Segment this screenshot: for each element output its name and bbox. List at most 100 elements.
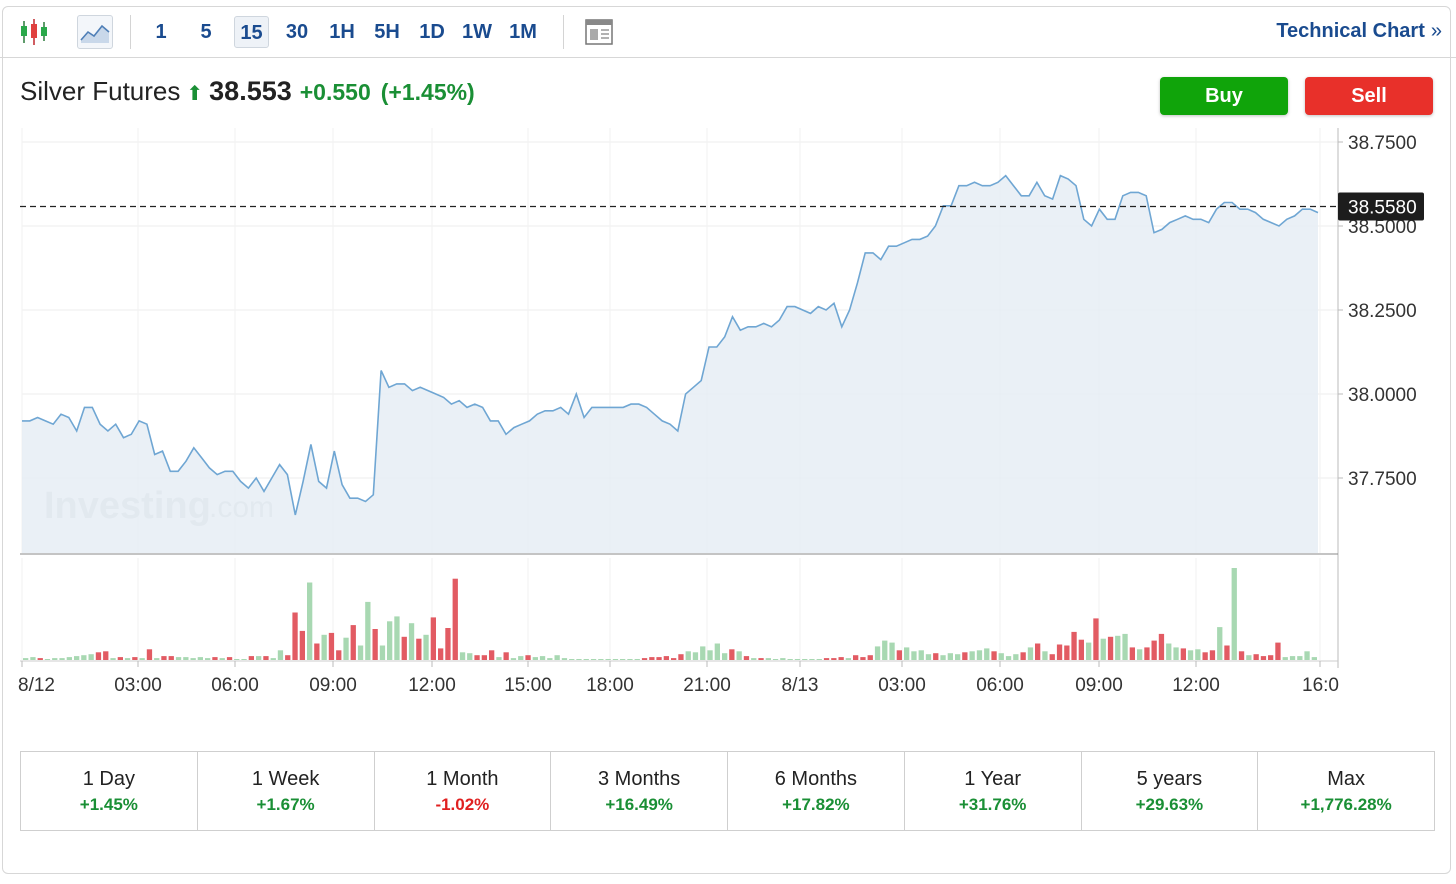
period-change: +1.45% bbox=[79, 795, 138, 814]
volume-bar bbox=[336, 650, 342, 660]
volume-bar bbox=[394, 616, 400, 660]
volume-bar bbox=[1071, 631, 1077, 660]
volume-bar bbox=[1093, 618, 1099, 660]
double-chevron-right-icon: » bbox=[1430, 20, 1442, 42]
y-axis: 38.7500 38.5000 38.2500 38.0000 37.7500 bbox=[1338, 133, 1417, 490]
timeframe-1w[interactable]: 1W bbox=[462, 21, 492, 43]
volume-bar bbox=[154, 658, 160, 660]
volume-bar bbox=[234, 659, 240, 660]
volume-bar bbox=[1056, 644, 1063, 660]
volume-bar bbox=[103, 651, 109, 660]
price-chart[interactable]: Investing .com 38.750038.500038.250038.0… bbox=[0, 128, 1456, 708]
volume-bar bbox=[161, 656, 167, 660]
timeframe-1[interactable]: 1 bbox=[155, 21, 167, 43]
x-tick-label: 06:00 bbox=[976, 675, 1024, 696]
volume-bar bbox=[671, 658, 677, 660]
y-tick-label: 37.7500 bbox=[1348, 469, 1417, 490]
volume-bar bbox=[838, 657, 844, 660]
timeframe-30[interactable]: 30 bbox=[285, 21, 309, 43]
instrument-price: 38.553 bbox=[209, 76, 292, 106]
timeframe-5h[interactable]: 5H bbox=[374, 21, 400, 43]
volume-bar bbox=[940, 655, 946, 660]
volume-bar bbox=[343, 637, 349, 660]
volume-bar bbox=[59, 658, 65, 660]
timeframe-1d[interactable]: 1D bbox=[419, 21, 445, 43]
volume-bar bbox=[641, 658, 648, 660]
volume-bar bbox=[1289, 656, 1296, 660]
period-cell[interactable]: 6 Months +17.82% bbox=[728, 752, 905, 830]
volume-bar bbox=[867, 655, 873, 660]
volume-bar bbox=[700, 646, 706, 660]
instrument-header: Silver Futures ⬆ 38.553 +0.550 (+1.45%) bbox=[20, 74, 475, 111]
volume-bar bbox=[874, 646, 881, 660]
up-arrow-icon: ⬆ bbox=[186, 83, 204, 105]
timeframe-1h[interactable]: 1H bbox=[329, 21, 355, 43]
period-cell[interactable]: 3 Months +16.49% bbox=[551, 752, 728, 830]
volume-bar bbox=[321, 634, 327, 660]
period-change: +1,776.28% bbox=[1300, 795, 1392, 814]
price-line bbox=[22, 174, 1319, 516]
volume-bar bbox=[401, 636, 407, 660]
instrument-name: Silver Futures bbox=[20, 76, 181, 106]
volume-bar bbox=[307, 582, 313, 660]
period-cell[interactable]: 1 Week +1.67% bbox=[198, 752, 375, 830]
volume-bar bbox=[241, 659, 247, 660]
volume-bar bbox=[889, 642, 895, 660]
volume-bar bbox=[780, 658, 786, 660]
volume-bar bbox=[1187, 650, 1194, 660]
volume-bar bbox=[1129, 647, 1135, 660]
x-tick-label: 06:00 bbox=[211, 675, 259, 696]
candlestick-icon[interactable] bbox=[18, 15, 50, 49]
timeframe-5[interactable]: 5 bbox=[200, 21, 212, 43]
period-cell[interactable]: 1 Year +31.76% bbox=[905, 752, 1082, 830]
volume-bar bbox=[1035, 643, 1041, 660]
volume-bar bbox=[124, 658, 131, 660]
sell-button[interactable]: Sell bbox=[1305, 77, 1433, 115]
technical-chart-link[interactable]: Technical Chart» bbox=[1276, 20, 1442, 43]
volume-bar bbox=[976, 650, 983, 660]
period-cell[interactable]: 1 Day +1.45% bbox=[21, 752, 198, 830]
volume-bar bbox=[357, 645, 364, 660]
volume-bar bbox=[1144, 647, 1150, 660]
timeframe-1m[interactable]: 1M bbox=[509, 21, 537, 43]
volume-bar bbox=[583, 659, 589, 660]
x-axis: 8/12 03:00 06:00 09:00 12:00 15:00 18:00 21:00 8… bbox=[18, 661, 1339, 696]
period-cell[interactable]: 5 years +29.63% bbox=[1082, 752, 1259, 830]
volume-bar bbox=[831, 658, 837, 660]
volume-bar bbox=[226, 657, 233, 660]
volume-bar bbox=[1086, 642, 1092, 660]
volume-bar bbox=[736, 651, 742, 660]
volume-bar bbox=[408, 623, 415, 660]
period-label: 3 Months bbox=[597, 768, 681, 790]
volume-bar bbox=[547, 658, 553, 660]
period-cell[interactable]: 1 Month -1.02% bbox=[375, 752, 552, 830]
volume-bar bbox=[467, 653, 473, 660]
x-tick-label: 8/13 bbox=[782, 675, 819, 696]
volume-bar bbox=[459, 652, 466, 660]
volume-bar bbox=[955, 654, 961, 660]
period-label: 1 Day bbox=[82, 768, 135, 790]
volume-bar bbox=[1005, 656, 1012, 660]
volume-bar bbox=[896, 650, 902, 660]
volume-bar bbox=[605, 659, 611, 660]
volume-bar bbox=[532, 657, 538, 660]
volume-bar bbox=[802, 659, 808, 660]
period-label: 6 Months bbox=[774, 768, 857, 790]
period-cell[interactable]: Max +1,776.28% bbox=[1258, 752, 1434, 830]
volume-bar bbox=[758, 658, 764, 660]
volume-bar bbox=[474, 655, 480, 660]
volume-bar bbox=[656, 657, 662, 660]
timeframe-15[interactable]: 15 bbox=[234, 16, 269, 48]
layout-icon[interactable] bbox=[584, 15, 614, 49]
volume-bar bbox=[372, 629, 378, 660]
volume-bar bbox=[525, 655, 531, 660]
volume-bar bbox=[1166, 643, 1172, 660]
line-chart-icon[interactable] bbox=[77, 15, 113, 49]
volume-bar bbox=[256, 656, 262, 660]
volume-bar bbox=[496, 657, 502, 660]
y-tick-label: 38.2500 bbox=[1348, 301, 1417, 322]
volume-bar bbox=[1202, 652, 1208, 660]
volume-bar bbox=[379, 645, 386, 660]
buy-button[interactable]: Buy bbox=[1160, 77, 1288, 115]
volume-bar bbox=[1297, 656, 1303, 660]
